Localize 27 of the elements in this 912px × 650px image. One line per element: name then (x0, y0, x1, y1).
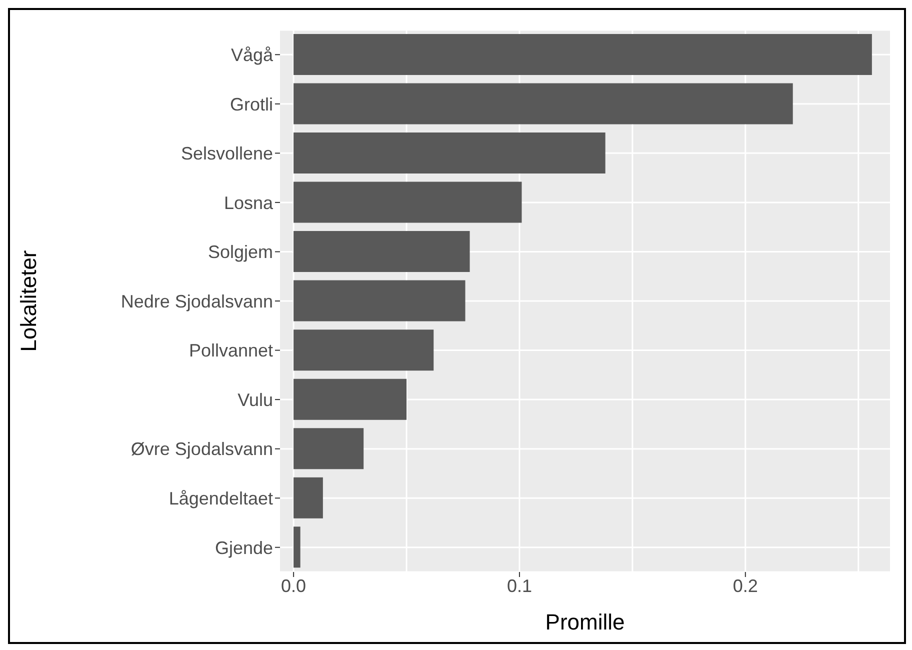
bar (294, 83, 793, 124)
bar (294, 428, 364, 470)
y-tick-label: Solgjem (208, 242, 273, 262)
bar (294, 330, 434, 371)
y-tick-label: Gjende (214, 538, 273, 558)
bar (294, 34, 872, 75)
x-axis-title: Promille (545, 610, 625, 635)
x-tick-label: 0.0 (281, 576, 306, 596)
bar (294, 280, 466, 322)
x-tick-label: 0.2 (732, 576, 758, 596)
y-tick-label: Pollvannet (188, 340, 273, 361)
bar (294, 378, 407, 420)
y-tick-label: Vågå (230, 45, 274, 66)
y-tick-label: Lågendeltaet (168, 488, 273, 508)
bar (294, 132, 606, 174)
y-axis-title: Lokaliteter (16, 250, 41, 352)
y-tick-label: Grotli (230, 94, 273, 114)
bar (294, 182, 522, 223)
y-tick-label: Selsvollene (180, 144, 273, 164)
y-tick-label: Losna (224, 192, 274, 213)
y-tick-label: Nedre Sjodalsvann (120, 291, 273, 312)
y-tick-label: Øvre Sjodalsvann (130, 439, 273, 460)
bar (294, 526, 300, 568)
bar (294, 477, 323, 518)
bar (294, 231, 470, 272)
y-tick-label: Vulu (238, 390, 273, 410)
x-tick-label: 0.1 (506, 576, 532, 596)
